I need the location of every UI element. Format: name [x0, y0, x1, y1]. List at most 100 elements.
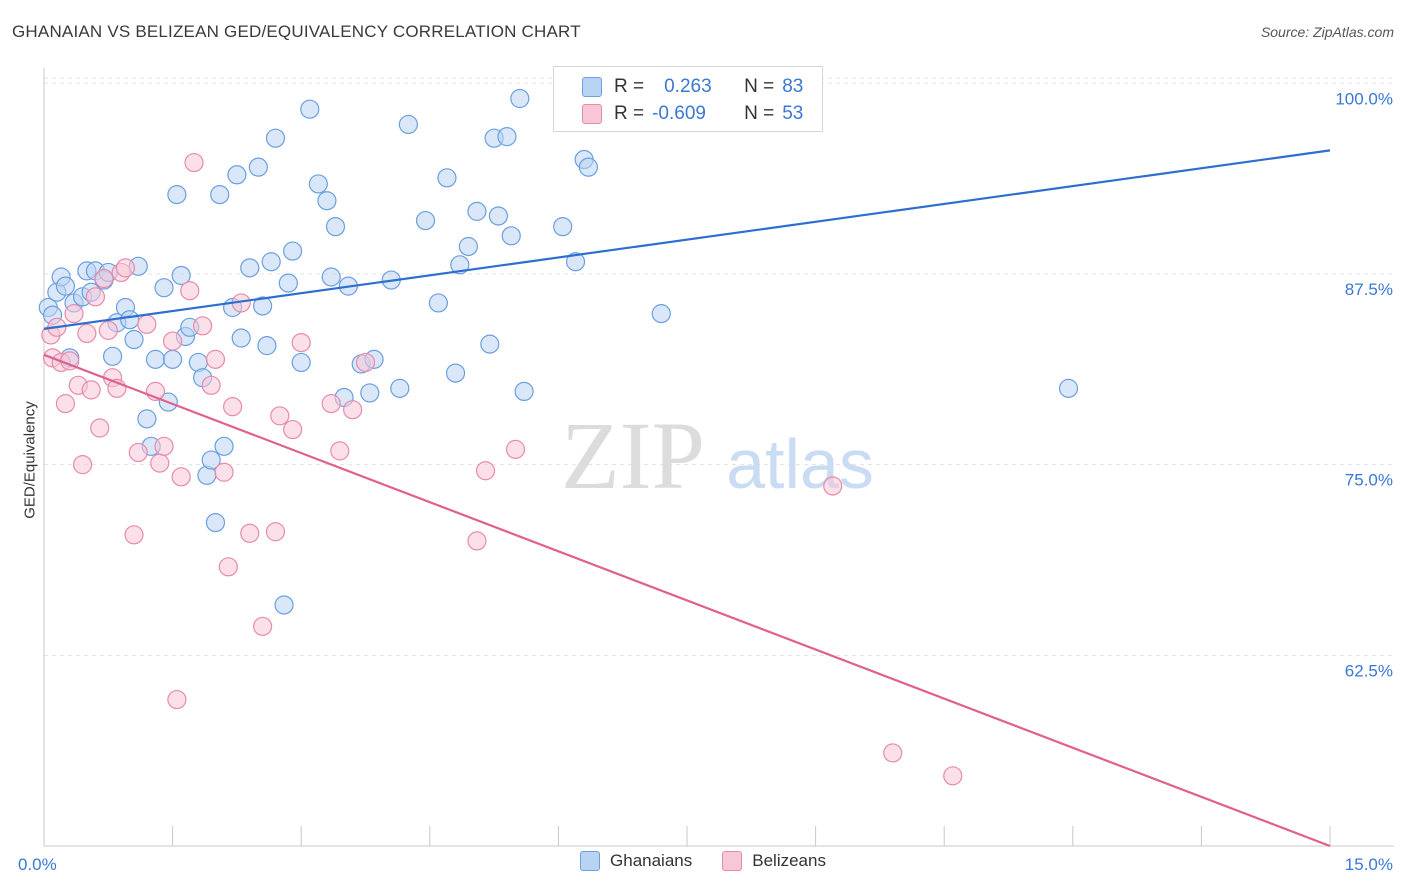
ghanaians-point: [154, 278, 174, 298]
belizeans-point: [205, 349, 226, 369]
correlation-legend: R = 0.263 N = 83 R = -0.609 N = 53: [553, 66, 823, 132]
belizeans-point: [343, 400, 363, 420]
legend-r-value: -0.609: [652, 103, 706, 124]
belizeans-point: [184, 152, 204, 173]
ghanaians-point: [488, 206, 508, 226]
ghanaians-point: [253, 296, 273, 316]
ghanaians-point: [265, 128, 286, 148]
ghanaians-point: [578, 157, 599, 177]
legend-n-label: N =: [744, 76, 775, 97]
axes: [43, 68, 1394, 847]
ghanaians-point: [445, 363, 466, 383]
ghanaians-point: [480, 334, 500, 354]
belizeans-point: [55, 394, 76, 414]
belizeans-point: [124, 525, 144, 545]
ghanaians-point: [227, 165, 247, 185]
ghanaians-point: [102, 346, 123, 366]
legend-r-label: R =: [614, 103, 645, 124]
ghanaians-point: [321, 267, 341, 287]
belizeans-point: [223, 397, 243, 417]
ghanaians-point: [137, 409, 157, 429]
ghanaians-point: [415, 210, 436, 231]
ghanaians-point: [231, 328, 251, 348]
grid-lines: [44, 77, 1394, 656]
belizeans-point: [240, 523, 260, 543]
belizeans-point: [883, 743, 903, 763]
ghanaians-point: [553, 217, 573, 237]
ghanaians-point: [291, 352, 311, 373]
tick-labels: 62.5% 75.0% 87.5% 100.0% 0.0% 15.0%: [18, 89, 1393, 874]
ghanaians-point: [467, 201, 487, 221]
legend-item-label: Belizeans: [752, 851, 826, 870]
ghanaians-point: [1058, 378, 1079, 398]
ghanaians-point: [210, 185, 230, 205]
legend-n-label: N =: [744, 103, 775, 124]
watermark-zip: ZIP: [561, 402, 705, 509]
belizeans-point: [467, 531, 487, 551]
series-ghanaians-points: [38, 81, 1079, 615]
ghanaians-point: [360, 383, 380, 403]
ghanaians-point: [458, 236, 478, 257]
legend-row-belizeans: R = -0.609 N = 53: [582, 101, 803, 127]
y-tick-label: 75.0%: [1345, 471, 1393, 490]
legend-swatch-blue: [580, 851, 601, 871]
legend-item-ghanaians[interactable]: Ghanaians: [580, 851, 692, 871]
ghanaians-trend-line: [43, 149, 1331, 330]
y-tick-label: 62.5%: [1345, 661, 1393, 680]
belizeans-point: [291, 332, 311, 353]
belizeans-point: [321, 394, 341, 414]
ghanaians-point: [201, 450, 221, 470]
ghanaians-point: [317, 191, 337, 211]
belizeans-point: [943, 766, 963, 786]
belizeans-point: [505, 439, 526, 459]
chart-title: GHANAIAN VS BELIZEAN GED/EQUIVALENCY COR…: [12, 22, 581, 41]
legend-row-ghanaians: R = 0.263 N = 83: [582, 74, 803, 100]
belizeans-point: [77, 323, 97, 344]
belizeans-point: [167, 689, 187, 710]
ghanaians-point: [437, 168, 457, 188]
belizeans-point: [90, 418, 110, 438]
legend-r-value: 0.263: [664, 76, 712, 97]
x-tick-label: 15.0%: [1345, 855, 1393, 874]
ghanaians-point: [390, 378, 410, 398]
ghanaians-point: [145, 349, 166, 369]
belizeans-point: [270, 406, 290, 426]
ghanaians-point: [308, 174, 328, 194]
ghanaians-point: [120, 310, 140, 330]
legend-item-label: Ghanaians: [610, 851, 693, 870]
belizeans-point: [64, 304, 84, 324]
ghanaians-point: [257, 336, 277, 356]
belizeans-point: [823, 476, 843, 496]
ghanaians-point: [497, 127, 517, 147]
series-legend: Ghanaians Belizeans: [0, 851, 1406, 871]
ghanaians-point: [651, 304, 671, 324]
ghanaians-point: [514, 381, 534, 402]
belizeans-point: [115, 258, 136, 278]
watermark: ZIP atlas: [561, 402, 874, 509]
belizeans-point: [253, 616, 273, 636]
belizeans-point: [193, 316, 213, 336]
ghanaians-point: [171, 265, 191, 286]
belizeans-point: [85, 287, 106, 307]
ghanaians-point: [300, 99, 320, 119]
belizeans-point: [128, 442, 148, 463]
belizeans-point: [163, 331, 183, 351]
ghanaians-point: [55, 276, 76, 296]
ghanaians-point: [261, 252, 281, 272]
belizeans-point: [171, 467, 191, 487]
belizeans-point: [81, 380, 101, 400]
belizeans-point: [330, 441, 350, 461]
legend-item-belizeans[interactable]: Belizeans: [722, 851, 826, 871]
x-tick-label: 0.0%: [18, 855, 57, 874]
belizeans-point: [72, 455, 93, 475]
belizeans-point: [94, 268, 114, 289]
legend-swatch-blue: [582, 77, 602, 97]
ghanaians-point: [428, 293, 448, 313]
legend-n-value: 53: [782, 103, 804, 124]
ghanaians-point: [163, 349, 183, 369]
ghanaians-point: [398, 114, 418, 135]
ghanaians-point: [278, 273, 298, 293]
ghanaians-point: [167, 185, 187, 205]
legend-swatch-pink: [582, 104, 602, 124]
belizeans-point: [154, 436, 174, 456]
